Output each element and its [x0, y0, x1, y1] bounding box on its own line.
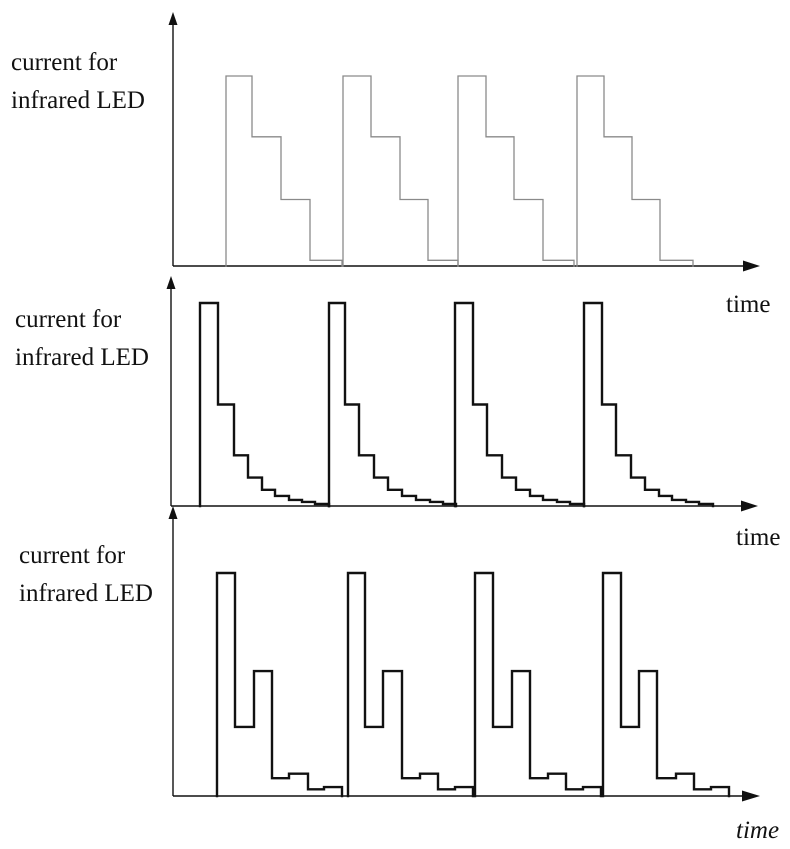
- panel-2-y-axis-label-line-2: infrared LED: [15, 344, 149, 371]
- panel-3-x-axis-label: time: [736, 817, 779, 844]
- panel-1-y-axis-label-line-2: infrared LED: [11, 87, 145, 114]
- panel-1-y-axis-label-line-1: current for: [11, 49, 118, 76]
- panel-3-pulse-1: [215, 571, 344, 798]
- panel-3-pulse-2: [346, 571, 475, 798]
- panel-3-waveform: [215, 571, 731, 798]
- panel-1-pulse-3: [457, 75, 575, 267]
- panel-3-y-axis-label-line-2: infrared LED: [19, 580, 153, 607]
- panel-2-pulse-1: [198, 301, 331, 508]
- panel-2-x-axis-label: time: [736, 524, 780, 551]
- panel-1-x-axis-label: time: [726, 291, 770, 318]
- panel-3-y-axis-label-line-1: current for: [19, 542, 126, 569]
- panel-1-y-axis-arrowhead: [168, 12, 178, 25]
- panel-3: current for infrared LED time: [19, 506, 779, 844]
- panel-3-pulse-3: [473, 571, 603, 798]
- panel-1-pulse-2: [342, 75, 459, 267]
- panel-3-x-axis-arrowhead: [742, 790, 760, 802]
- panel-1-pulse-1: [225, 75, 343, 267]
- panel-2-y-axis-label-line-1: current for: [15, 306, 122, 333]
- panel-1-x-axis-arrowhead: [743, 260, 760, 272]
- panel-2: current for infrared LED time: [15, 276, 780, 551]
- panel-2-waveform: [198, 301, 715, 508]
- panel-2-x-axis-arrowhead: [741, 500, 758, 512]
- panel-3-pulse-4: [601, 571, 731, 798]
- panel-2-pulse-4: [582, 301, 715, 508]
- panel-3-y-axis-arrowhead: [168, 506, 178, 519]
- panel-1-waveform: [225, 75, 694, 267]
- panel-1-pulse-4: [576, 75, 694, 267]
- panel-2-y-axis-arrowhead: [166, 276, 176, 289]
- panel-2-pulse-2: [327, 301, 458, 508]
- panel-1: current for infrared LED time: [11, 12, 770, 318]
- panel-2-pulse-3: [453, 301, 586, 508]
